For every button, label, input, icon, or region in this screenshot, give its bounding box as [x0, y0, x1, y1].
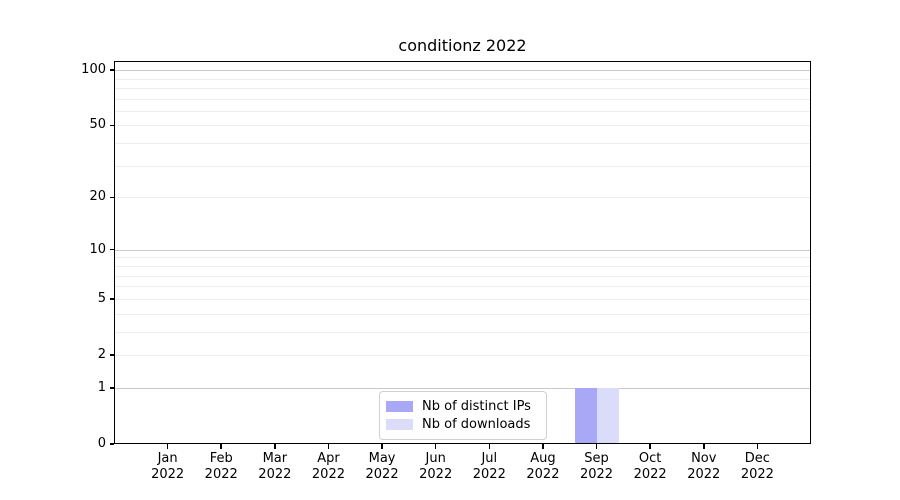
y-gridline-minor [114, 265, 811, 267]
y-tick-label: 20 [89, 189, 106, 205]
x-tick-label: Nov 2022 [687, 451, 721, 482]
y-tick-mark [110, 248, 114, 251]
x-tick-mark [488, 444, 491, 449]
x-tick-mark [327, 444, 330, 449]
y-tick-label: 1 [97, 379, 106, 395]
x-tick-mark [649, 444, 651, 449]
x-tick-label: Sep 2022 [579, 451, 614, 482]
legend-item: Nb of downloads [386, 417, 538, 432]
legend-swatch-downloads [386, 419, 413, 431]
y-gridline-minor [114, 98, 811, 100]
y-tick-label: 100 [81, 62, 106, 78]
x-tick-label: Oct 2022 [633, 451, 667, 482]
legend-swatch-distinct-ips [386, 400, 413, 412]
x-tick-label: Mar 2022 [258, 451, 292, 482]
y-tick-label: 50 [89, 117, 106, 133]
y-gridline-minor [114, 298, 811, 300]
legend-label: Nb of distinct IPs [422, 398, 531, 414]
y-gridline-minor [114, 110, 811, 112]
x-tick-mark [166, 444, 169, 449]
bar-distinct-ips-sep [574, 387, 597, 444]
y-gridline-minor [114, 313, 811, 315]
y-tick-label: 0 [97, 436, 106, 451]
y-gridline-minor [114, 87, 811, 89]
chart-title: conditionz 2022 [398, 36, 527, 55]
x-tick-label: May 2022 [365, 451, 399, 482]
y-tick-label: 10 [89, 241, 106, 257]
legend-item: Nb of distinct IPs [386, 399, 538, 414]
bar-downloads-sep [596, 387, 619, 444]
x-tick-mark [756, 444, 759, 449]
y-gridline-minor [114, 257, 811, 259]
y-gridline-major [114, 70, 811, 72]
y-gridline-minor [114, 78, 811, 80]
y-tick-mark [110, 196, 114, 199]
legend: Nb of distinct IPs Nb of downloads [379, 391, 547, 440]
y-tick-mark [110, 124, 114, 127]
x-tick-mark [703, 444, 705, 449]
y-tick-label: 2 [97, 346, 106, 362]
x-tick-label: Feb 2022 [204, 451, 238, 482]
x-tick-label: Apr 2022 [311, 451, 345, 482]
plot-area: Nb of distinct IPs Nb of downloads [114, 61, 811, 444]
y-gridline-minor [114, 125, 811, 127]
x-tick-mark [274, 444, 276, 449]
y-gridline-minor [114, 286, 811, 288]
y-gridline-major [114, 249, 811, 251]
y-gridline-major [114, 387, 811, 389]
x-tick-label: Jan 2022 [151, 451, 185, 482]
y-tick-mark [110, 387, 114, 389]
y-gridline-minor [114, 143, 811, 145]
y-tick-mark [110, 69, 114, 71]
y-tick-mark [110, 443, 114, 445]
plot-border [114, 61, 811, 444]
y-tick-mark [110, 354, 114, 356]
x-tick-label: Jul 2022 [472, 451, 506, 482]
y-gridline-minor [114, 275, 811, 277]
x-tick-mark [434, 444, 437, 449]
y-tick-label: 5 [97, 290, 106, 306]
x-tick-mark [220, 444, 222, 449]
x-tick-label: Dec 2022 [740, 451, 774, 482]
y-gridline-minor [114, 197, 811, 199]
legend-label: Nb of downloads [422, 417, 531, 433]
y-tick-mark [110, 298, 114, 300]
x-tick-mark [381, 444, 383, 449]
y-gridline-minor [114, 354, 811, 356]
y-gridline-minor [114, 331, 811, 333]
x-tick-label: Aug 2022 [526, 451, 560, 482]
x-tick-mark [595, 444, 598, 449]
x-tick-label: Jun 2022 [419, 451, 453, 482]
x-tick-mark [542, 444, 544, 449]
y-gridline-minor [114, 165, 811, 167]
